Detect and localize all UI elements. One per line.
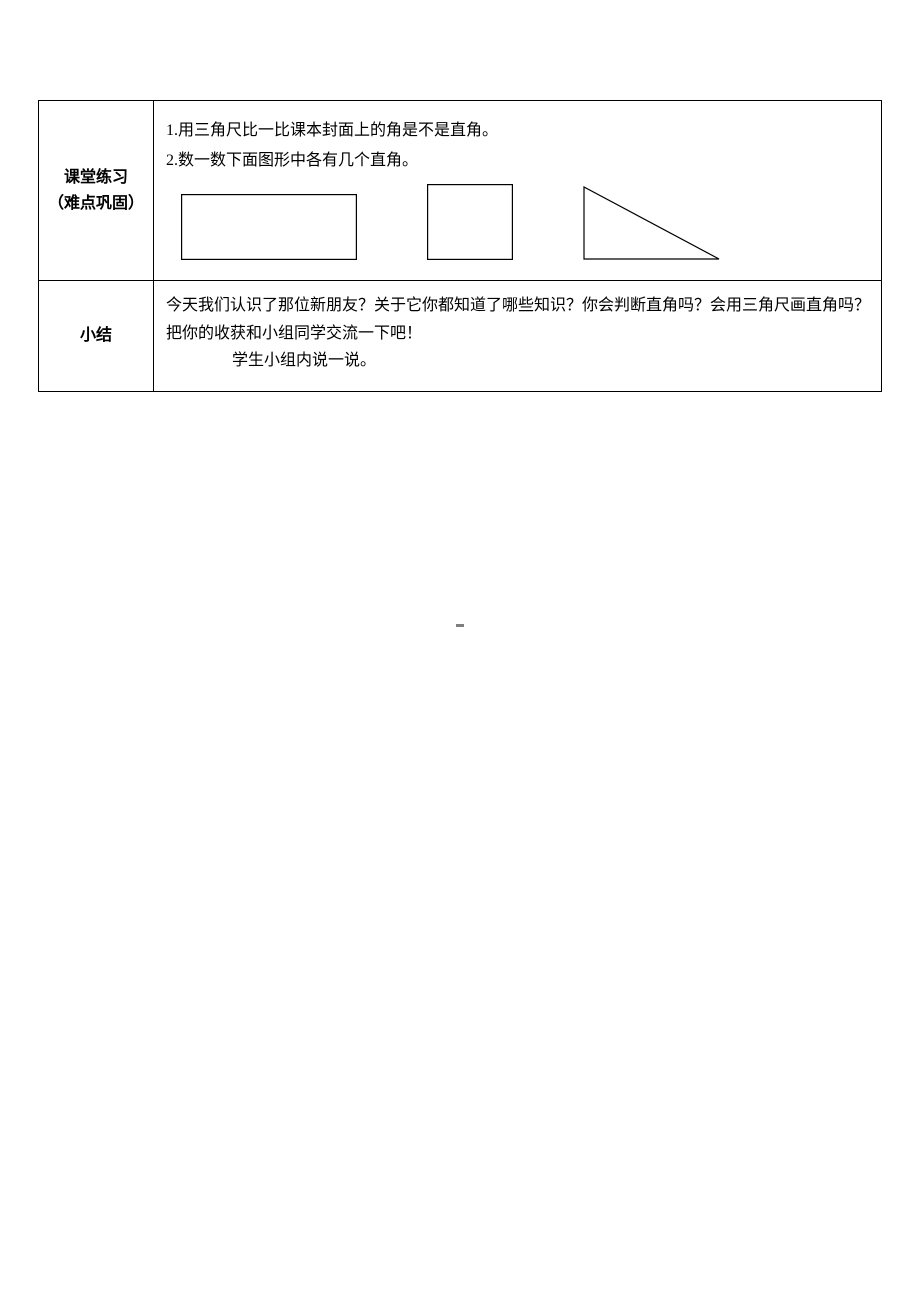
summary-text-2: 把你的收获和小组同学交流一下吧！ <box>166 321 871 347</box>
exercise-label-cell: 课堂练习 （难点巩固） <box>39 101 154 281</box>
exercise-text-1: 1.用三角尺比一比课本封面上的角是不是直角。 <box>166 118 871 144</box>
exercise-row: 课堂练习 （难点巩固） 1.用三角尺比一比课本封面上的角是不是直角。 2.数一数… <box>39 101 882 281</box>
square-shape <box>427 184 513 260</box>
summary-text-3: 学生小组内说一说。 <box>166 348 871 374</box>
summary-text-1: 今天我们认识了那位新朋友？关于它你都知道了哪些知识？你会判断直角吗？会用三角尺画… <box>166 293 871 319</box>
page-container: 课堂练习 （难点巩固） 1.用三角尺比一比课本封面上的角是不是直角。 2.数一数… <box>0 0 920 392</box>
exercise-content-cell: 1.用三角尺比一比课本封面上的角是不是直角。 2.数一数下面图形中各有几个直角。 <box>154 101 882 281</box>
exercise-label-line1: 课堂练习 <box>39 165 153 191</box>
summary-content-cell: 今天我们认识了那位新朋友？关于它你都知道了哪些知识？你会判断直角吗？会用三角尺画… <box>154 281 882 392</box>
rectangle-shape <box>181 194 357 260</box>
summary-label-cell: 小结 <box>39 281 154 392</box>
lesson-table: 课堂练习 （难点巩固） 1.用三角尺比一比课本封面上的角是不是直角。 2.数一数… <box>38 100 882 392</box>
summary-label: 小结 <box>39 323 153 349</box>
exercise-text-2: 2.数一数下面图形中各有几个直角。 <box>166 148 871 174</box>
exercise-label-line2: （难点巩固） <box>39 191 153 217</box>
shapes-row <box>166 184 871 260</box>
triangle-shape <box>583 186 720 260</box>
page-marker <box>456 624 464 627</box>
summary-row: 小结 今天我们认识了那位新朋友？关于它你都知道了哪些知识？你会判断直角吗？会用三… <box>39 281 882 392</box>
